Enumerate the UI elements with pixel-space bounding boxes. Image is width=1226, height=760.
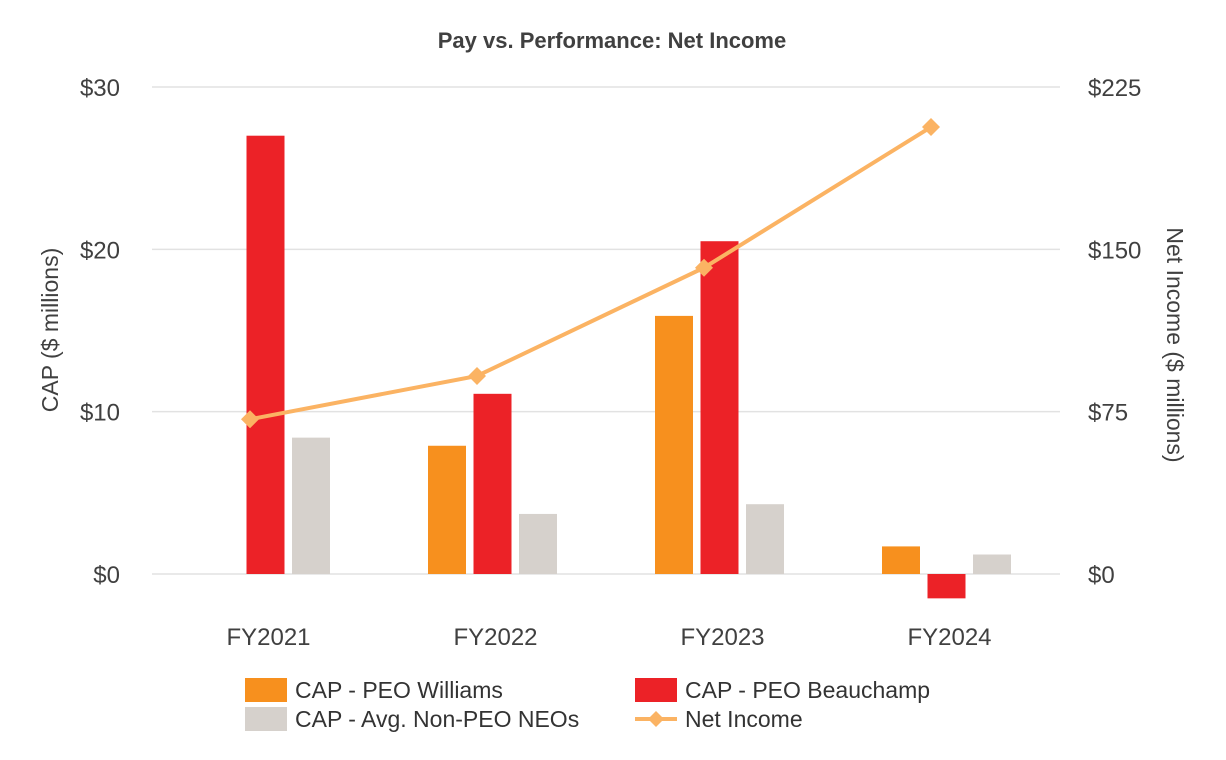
x-tick-label-fy2023: FY2023	[680, 624, 764, 651]
right-tick-label: $225	[1088, 75, 1141, 102]
bar-cap-avg-non-peo-neos-fy2021	[292, 437, 330, 574]
legend-swatch-cap-peo-beauchamp	[635, 678, 677, 702]
bar-cap-peo-williams-fy2024	[882, 546, 920, 574]
x-tick-label-fy2024: FY2024	[907, 624, 991, 651]
bar-cap-peo-williams-fy2023	[655, 315, 693, 574]
chart-title: Pay vs. Performance: Net Income	[438, 28, 786, 53]
legend-label-cap-avg-non-peo-neos: CAP - Avg. Non-PEO NEOs	[295, 706, 579, 732]
net-income-line-series	[241, 118, 940, 429]
bar-cap-avg-non-peo-neos-fy2022	[519, 513, 557, 574]
legend-label-cap-peo-beauchamp: CAP - PEO Beauchamp	[685, 677, 930, 703]
point-net-income-fy2021	[241, 410, 259, 429]
left-tick-label: $30	[80, 75, 120, 102]
legend-swatch-cap-peo-williams	[245, 678, 287, 702]
legend-label-cap-peo-williams: CAP - PEO Williams	[295, 677, 503, 703]
x-tick-label-fy2022: FY2022	[453, 624, 537, 651]
right-tick-label: $0	[1088, 562, 1115, 589]
legend-marker-net-income	[648, 711, 664, 727]
legend: CAP - PEO Williams CAP - PEO Beauchamp CAP…	[245, 677, 930, 732]
legend-swatch-cap-avg-non-peo-neos	[245, 707, 287, 731]
point-net-income-fy2023	[695, 258, 713, 277]
x-tick-label-fy2021: FY2021	[226, 624, 310, 651]
bar-cap-peo-beauchamp-fy2022	[473, 393, 512, 574]
right-tick-label: $150	[1088, 237, 1141, 264]
left-tick-label: $20	[80, 237, 120, 264]
left-axis-ticks: $0 $10 $20 $30	[80, 75, 120, 589]
bar-cap-avg-non-peo-neos-fy2023	[746, 504, 784, 574]
x-axis-ticks: FY2021 FY2022 FY2023 FY2024	[226, 624, 991, 651]
right-axis-ticks: $0 $75 $150 $225	[1088, 75, 1141, 589]
left-tick-label: $0	[93, 562, 120, 589]
bar-cap-peo-beauchamp-fy2024	[927, 574, 966, 599]
legend-label-net-income: Net Income	[685, 706, 803, 732]
bars	[246, 135, 1011, 599]
bar-cap-peo-beauchamp-fy2021	[246, 135, 285, 574]
right-tick-label: $75	[1088, 400, 1128, 427]
gridlines	[152, 86, 1060, 575]
bar-cap-peo-beauchamp-fy2023	[700, 241, 739, 574]
bar-cap-peo-williams-fy2022	[428, 445, 466, 574]
point-net-income-fy2022	[468, 366, 486, 385]
right-axis-label: Net Income ($ millions)	[1162, 227, 1188, 462]
bar-cap-avg-non-peo-neos-fy2024	[973, 554, 1011, 574]
left-tick-label: $10	[80, 400, 120, 427]
left-axis-label: CAP ($ millions)	[37, 248, 63, 412]
line-net-income	[249, 125, 933, 422]
point-net-income-fy2024	[922, 118, 940, 137]
